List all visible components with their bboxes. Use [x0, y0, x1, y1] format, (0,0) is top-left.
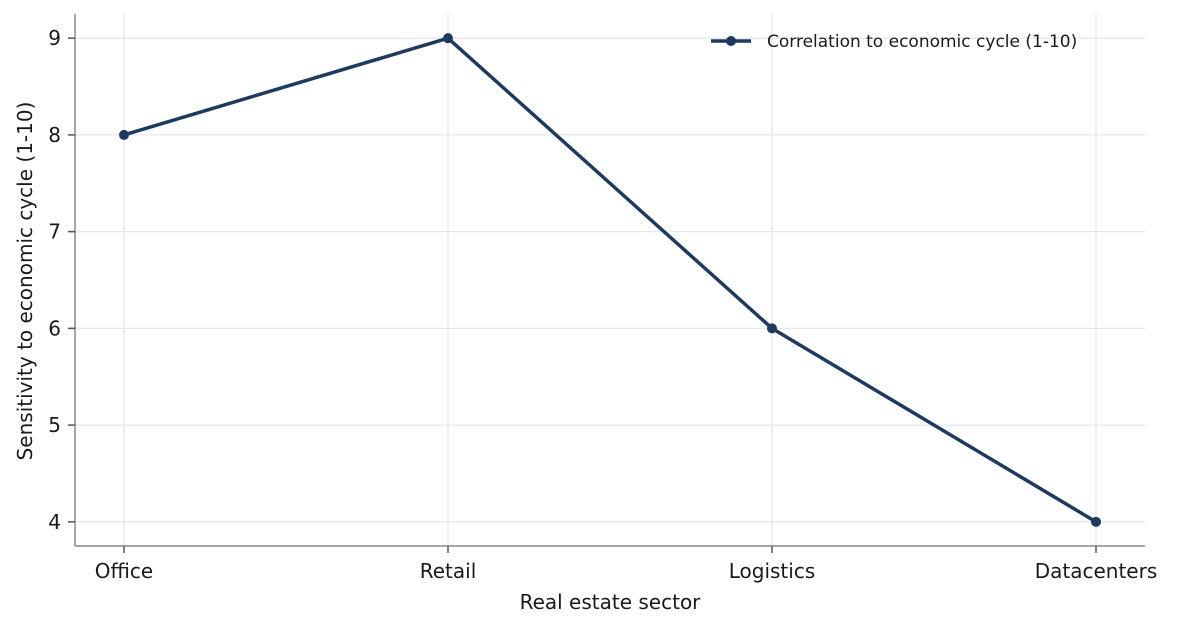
y-tick-label: 5 [48, 413, 61, 437]
y-axis-title: Sensitivity to economic cycle (1-10) [13, 102, 37, 461]
data-point-logistics [767, 323, 777, 334]
y-tick-label: 7 [48, 220, 61, 244]
data-point-retail [443, 33, 453, 44]
x-tick-label: Logistics [729, 559, 816, 583]
grid-layer [75, 14, 1145, 546]
x-axis-title: Real estate sector [520, 590, 702, 614]
x-tick-label: Datacenters [1035, 559, 1158, 583]
x-tick-label: Retail [420, 559, 477, 583]
data-point-datacenters [1091, 516, 1101, 527]
tick-labels-layer: Office Retail Logistics Datacenters 4 5 6 7 8 9 [48, 26, 1157, 583]
series-line-1 [122, 36, 1098, 524]
axes-layer [74, 14, 1145, 547]
y-tick-label: 6 [48, 316, 61, 340]
y-tick-label: 4 [48, 510, 61, 534]
series-layer [119, 33, 1101, 527]
legend-marker-swatch [726, 36, 736, 46]
data-point-office [119, 129, 129, 140]
x-tick-label: Office [95, 559, 153, 583]
legend-label-series-1: Correlation to economic cycle (1-10) [767, 32, 1077, 52]
y-tick-label: 9 [48, 26, 61, 50]
legend: Correlation to economic cycle (1-10) [711, 32, 1077, 52]
y-tick-label: 8 [48, 123, 61, 147]
